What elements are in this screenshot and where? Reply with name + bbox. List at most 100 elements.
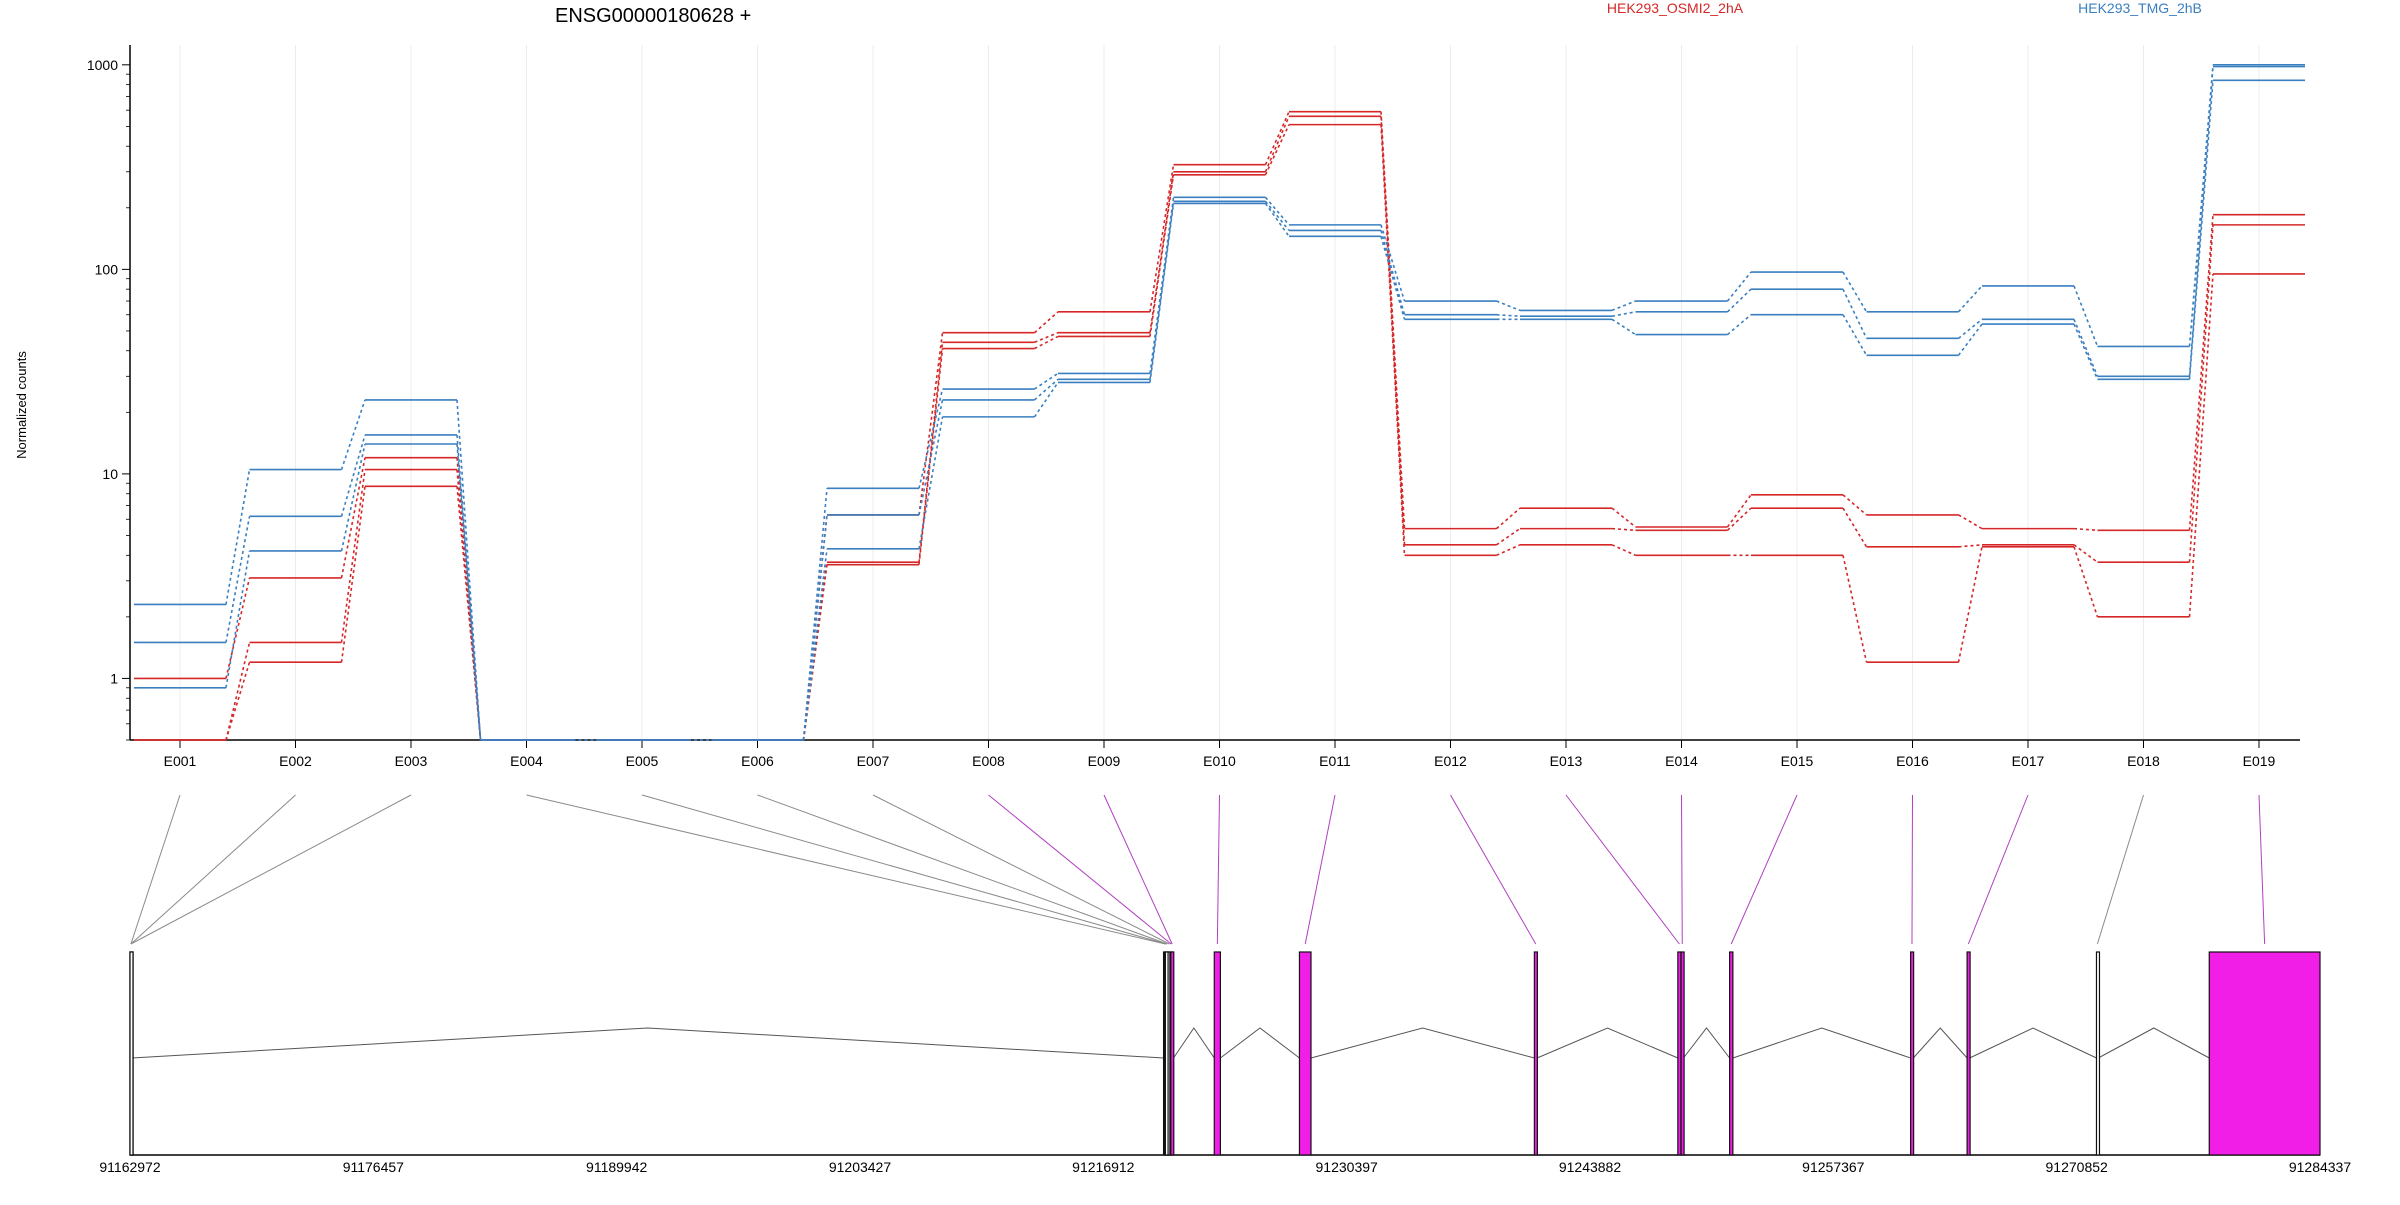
exon-connector (1450, 794, 1537, 945)
series-connector (225, 642, 251, 741)
series-connector (802, 548, 828, 741)
intron (1220, 1027, 1300, 1059)
x-tick-label: E014 (1665, 753, 1698, 769)
series-connector (1957, 285, 1983, 313)
x-tick-label: E015 (1781, 753, 1814, 769)
exon-box (1966, 951, 1971, 1156)
series-connector (1380, 230, 1406, 315)
series-connector (1611, 318, 1636, 336)
series-connector (1496, 313, 1521, 318)
exon-box (2208, 951, 2321, 1156)
intron (1732, 1027, 1911, 1059)
intron (1912, 1027, 1968, 1059)
exon-connector (2258, 794, 2266, 945)
gridlines (179, 45, 2260, 740)
exon-box (1213, 951, 1222, 1156)
series-connector (340, 457, 366, 579)
series-connector (225, 550, 251, 688)
series-connector (1033, 381, 1059, 418)
series-connector (1611, 311, 1636, 318)
series-connector (1264, 116, 1290, 173)
x-tick-label: E013 (1550, 753, 1583, 769)
coordinate-tick-label: 91257367 (1802, 1159, 1865, 1175)
series-connector (2073, 546, 2099, 618)
series-connector (1726, 271, 1752, 302)
coordinate-tick-label: 91176457 (343, 1159, 404, 1175)
series-connector (225, 577, 251, 679)
series-connector (1380, 236, 1406, 320)
series-connector (1842, 494, 1868, 516)
series-connector (918, 416, 944, 550)
series-connector (340, 469, 366, 643)
y-tick-label: 1 (110, 670, 118, 686)
series-connector (2188, 214, 2214, 531)
series-connector (1611, 300, 1636, 312)
intron (1683, 1027, 1731, 1059)
series-connector (1611, 507, 1637, 528)
series-connector (1034, 331, 1059, 344)
intron (1173, 1027, 1215, 1059)
series-connector (1611, 527, 1636, 532)
series-connector (1149, 164, 1175, 312)
series-connector (225, 469, 251, 605)
series-connector (1957, 546, 1983, 663)
series-connector (1726, 314, 1752, 336)
series-connector (1034, 372, 1059, 390)
exon-connector (1730, 794, 1798, 945)
exon-box (2095, 951, 2101, 1156)
series-connector (1496, 300, 1521, 312)
x-tick-label: E010 (1203, 753, 1236, 769)
series-connector (1264, 124, 1290, 176)
series-connector (918, 399, 944, 516)
intron (1969, 1027, 2097, 1059)
coordinate-tick-label: 91203427 (829, 1159, 892, 1175)
series-connector (1611, 544, 1636, 557)
series-layer (134, 64, 2305, 741)
x-tick-label: E016 (1896, 753, 1929, 769)
series-connector (456, 443, 482, 741)
series-connector (1842, 314, 1868, 356)
y-tick-label: 10 (102, 466, 118, 482)
series-line (134, 64, 2305, 741)
series-connector (802, 488, 828, 741)
exon-connector (130, 794, 181, 945)
coordinate-tick-label: 91270852 (2046, 1159, 2109, 1175)
series-connector (2073, 544, 2098, 563)
series-connector (1034, 335, 1059, 350)
coordinate-tick-label: 91284337 (2289, 1159, 2352, 1175)
series-connector (1496, 544, 1521, 557)
series-connector (1842, 555, 1868, 663)
x-tick-label: E017 (2012, 753, 2045, 769)
series-connector (918, 388, 944, 489)
series-connector (456, 399, 482, 741)
legend-item: HEK293_TMG_2hB (2078, 0, 2202, 16)
series-connector (1380, 224, 1406, 302)
series-connector (1264, 196, 1290, 226)
series-connector (340, 486, 366, 663)
series-connector (1958, 544, 1983, 548)
series-connector (918, 342, 944, 563)
series-connector (2188, 80, 2214, 380)
x-tick-label: E006 (741, 753, 774, 769)
coordinate-tick-label: 91189942 (586, 1159, 647, 1175)
coordinate-tick-label: 91162972 (99, 1159, 160, 1175)
y-axis-label: Normalized counts (14, 351, 29, 459)
series-connector (2073, 318, 2099, 377)
exon-connector (526, 794, 1166, 945)
exon-box (1170, 951, 1175, 1156)
exon-box (1680, 951, 1685, 1156)
exon-box (1533, 951, 1538, 1156)
series-line (134, 79, 2305, 741)
x-tick-label: E019 (2243, 753, 2276, 769)
exon-connector (2096, 794, 2144, 945)
intron (1310, 1027, 1535, 1059)
series-connector (1496, 527, 1521, 546)
legend-item: HEK293_OSMI2_2hA (1607, 0, 1744, 16)
coordinate-tick-label: 91243882 (1559, 1159, 1622, 1175)
x-tick-label: E011 (1319, 753, 1351, 769)
series-connector (918, 332, 944, 516)
exon-connector (1304, 794, 1336, 945)
exon-box (1910, 951, 1915, 1156)
intron (2098, 1027, 2210, 1059)
